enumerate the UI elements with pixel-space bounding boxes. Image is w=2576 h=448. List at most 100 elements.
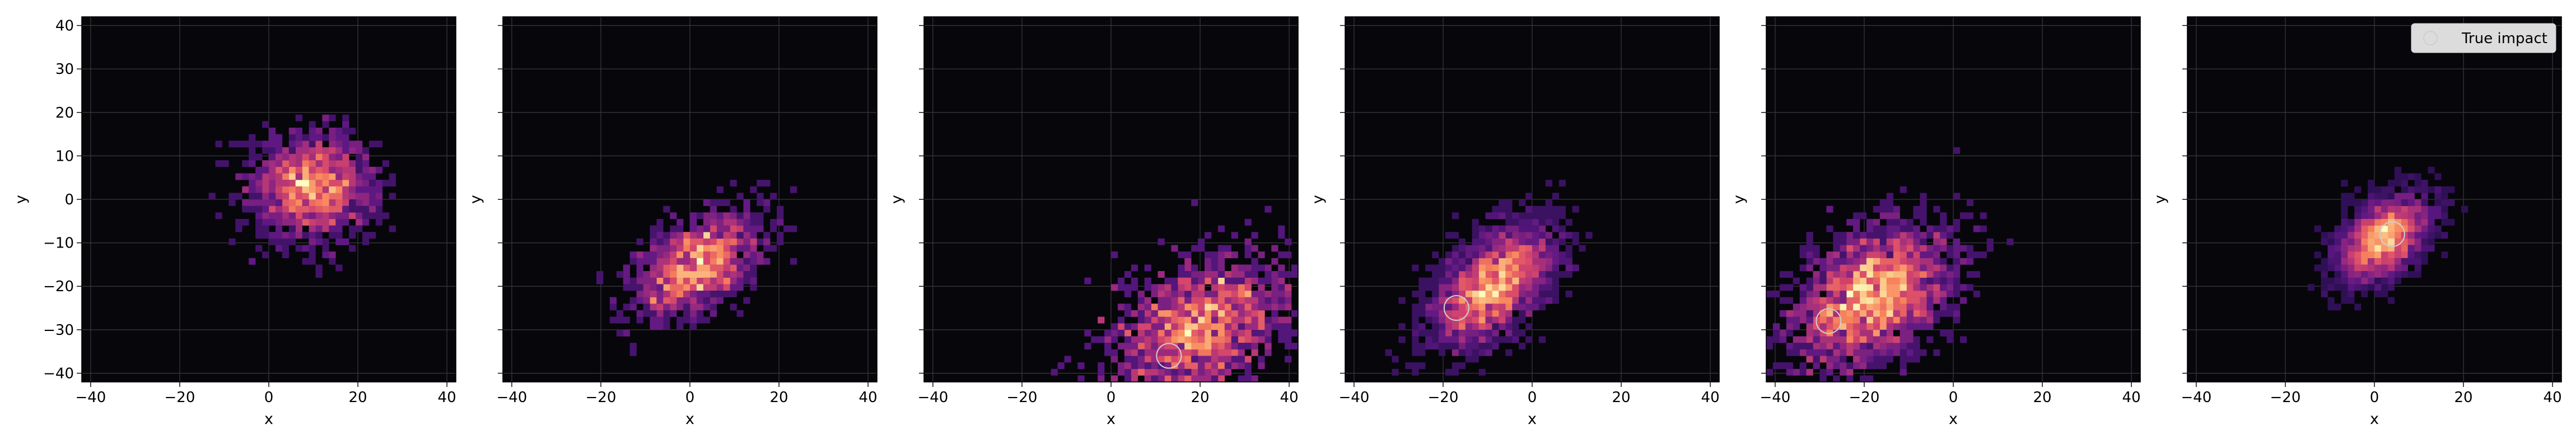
density-cell (362, 186, 370, 193)
density-cell (1840, 329, 1847, 337)
density-cell (1178, 362, 1185, 370)
density-cell (1826, 362, 1833, 370)
density-cell (1264, 277, 1272, 284)
density-cell (1940, 258, 1947, 265)
density-cell (1485, 238, 1492, 245)
density-cell (315, 238, 323, 245)
density-cell (650, 238, 657, 245)
density-cell (716, 297, 724, 304)
y-tick-label: 40 (55, 18, 74, 35)
density-cell (1485, 284, 1492, 291)
density-cell (2428, 245, 2435, 252)
density-cell (1926, 232, 1934, 239)
density-cell (1505, 291, 1513, 297)
density-cell (1144, 349, 1151, 356)
density-cell (690, 316, 697, 324)
density-cell (1432, 336, 1439, 343)
density-cell (1519, 251, 1526, 259)
density-cell (1425, 304, 1432, 311)
density-cell (1879, 304, 1887, 311)
density-cell (1893, 316, 1900, 324)
density-cell (730, 206, 737, 213)
density-cell (1860, 212, 1867, 220)
density-cell (295, 193, 302, 200)
density-cell (1893, 349, 1900, 356)
density-cell (1244, 251, 1252, 259)
density-cell (1806, 304, 1813, 311)
density-cell (2321, 264, 2328, 272)
density-cell (716, 264, 724, 272)
density-cell (730, 212, 737, 220)
density-cell (1432, 251, 1439, 259)
density-cell (1124, 368, 1132, 376)
density-cell (1412, 310, 1419, 317)
density-cell (696, 212, 704, 220)
density-cell (2394, 173, 2402, 180)
density-cell (262, 166, 269, 174)
density-cell (362, 232, 370, 239)
density-cell (743, 251, 750, 259)
density-cell (1205, 375, 1212, 382)
density-cell (1418, 343, 1426, 350)
density-cell (1833, 297, 1840, 304)
density-cell (1879, 206, 1887, 213)
density-cell (228, 141, 236, 148)
density-cell (322, 153, 329, 161)
density-cell (1205, 316, 1212, 324)
true-impact-marker (1816, 308, 1842, 334)
density-cell (2401, 238, 2408, 245)
density-cell (1271, 277, 1278, 284)
density-cell (1198, 356, 1205, 363)
density-cell (1886, 356, 1893, 363)
density-cell (1873, 329, 1880, 337)
density-cell (1492, 343, 1499, 350)
density-cell (2321, 232, 2328, 239)
density-cell (329, 147, 336, 154)
density-cell (1472, 304, 1479, 311)
density-cell (710, 232, 717, 239)
density-cell (1900, 349, 1907, 356)
density-cell (676, 218, 684, 226)
density-cell (2381, 212, 2388, 220)
density-cell (375, 141, 383, 148)
density-cell (663, 316, 670, 324)
density-cell (2354, 284, 2362, 291)
density-cell (1445, 258, 1453, 265)
density-cell (255, 193, 263, 200)
density-cell (2414, 232, 2421, 239)
density-cell (1445, 368, 1453, 376)
density-cell (1191, 245, 1198, 252)
density-cell (1565, 264, 1572, 272)
density-cell (1840, 310, 1847, 317)
density-cell (1920, 264, 1927, 272)
density-cell (2387, 193, 2395, 200)
x-tick-label: 40 (1701, 389, 1720, 406)
density-cell (309, 141, 316, 148)
density-cell (1766, 291, 1774, 297)
density-cell (295, 199, 302, 206)
density-cell (302, 199, 309, 206)
density-cell (696, 245, 704, 252)
density-cell (1538, 206, 1546, 213)
density-cell (1151, 316, 1158, 324)
density-cell (1886, 212, 1893, 220)
density-cell (1492, 212, 1499, 220)
density-cell (2394, 277, 2402, 284)
density-cell (255, 166, 263, 174)
density-cell (1452, 291, 1459, 297)
density-cell (2441, 212, 2448, 220)
density-cell (1238, 284, 1245, 291)
density-cell (1913, 323, 1920, 330)
density-cell (1525, 251, 1533, 259)
density-cell (1224, 277, 1232, 284)
density-cell (1786, 316, 1794, 324)
density-cell (736, 258, 744, 265)
density-cell (1959, 336, 1967, 343)
density-cell (269, 218, 276, 226)
density-cell (2348, 251, 2355, 259)
density-cell (1499, 206, 1506, 213)
density-cell (1124, 375, 1132, 382)
density-cell (670, 291, 677, 297)
density-cell (1853, 225, 1860, 232)
density-cell (1458, 238, 1466, 245)
